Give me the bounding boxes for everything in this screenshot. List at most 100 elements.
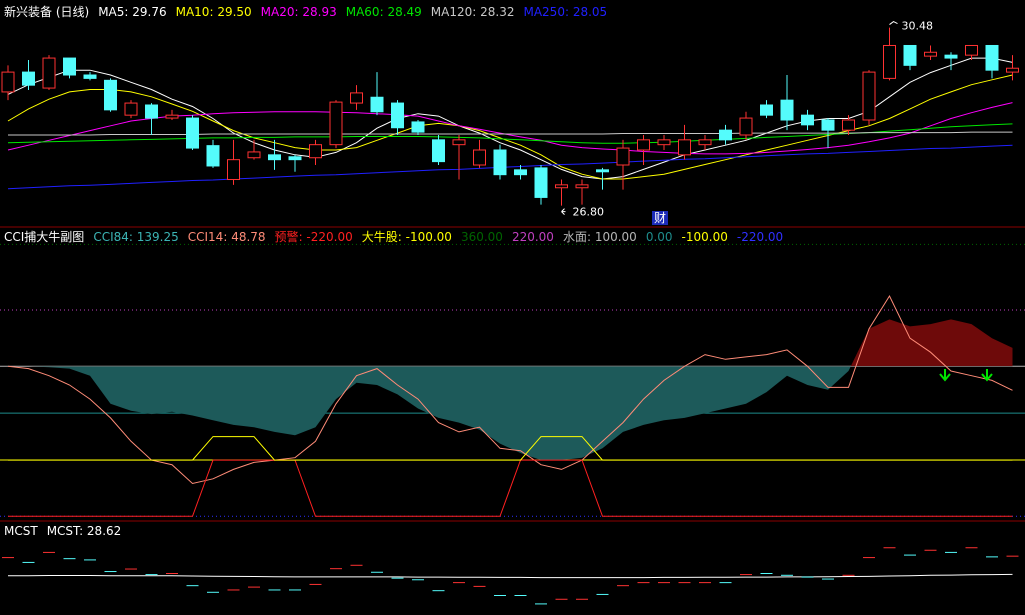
candle-body [124, 102, 138, 116]
legend-value: -220.00 [299, 230, 353, 244]
candle-body [575, 184, 589, 189]
legend-value: 100.00 [587, 230, 637, 244]
legend-name: 水面 [562, 230, 587, 244]
legend-item: 预警-220.00 [275, 229, 353, 245]
ma-line [7, 57, 1013, 180]
candle-body [452, 139, 466, 146]
candle-body [719, 129, 732, 141]
candle-body [1006, 67, 1019, 73]
legend-item: MA529.76 [98, 4, 166, 20]
candle-body [801, 114, 814, 126]
legend-value: 28.93 [295, 5, 337, 19]
candle-body [965, 44, 978, 56]
area-above [8, 319, 1013, 367]
candle-body [739, 117, 753, 136]
legend-name: MA250 [523, 5, 565, 19]
candle-body [391, 102, 404, 129]
legend-item: -220.00 [737, 229, 783, 245]
candle-body [760, 104, 773, 116]
candle-body [42, 57, 56, 89]
legend-value: 360.00 [460, 230, 503, 244]
candle-body [22, 71, 35, 86]
candle-body [227, 159, 240, 181]
signal-arrow [981, 369, 993, 382]
candle-body [821, 119, 835, 131]
candle-body [1, 71, 15, 93]
legend-name: MA120 [430, 5, 473, 19]
legend-item: MA2028.93 [261, 4, 337, 20]
legend: CCI捕大牛副图CCI84139.25CCI1448.78预警-220.00大牛… [4, 229, 783, 245]
candle-body [678, 139, 691, 156]
legend-value: 28.62 [79, 524, 121, 538]
ma-line [7, 144, 1013, 190]
legend-item: 220.00 [512, 229, 554, 245]
legend-name: MA20 [260, 5, 295, 19]
legend-title: 新兴装备 (日线) [4, 5, 90, 19]
candle-body [104, 79, 117, 111]
annotation-pointer [889, 20, 898, 25]
candle-body [186, 117, 199, 149]
legend-value: 220.00 [511, 230, 554, 244]
legend-name: 预警 [274, 230, 299, 244]
legend-name: MCST [46, 524, 80, 538]
candle-body [924, 51, 937, 57]
candle-body [534, 167, 548, 198]
legend-value: 139.25 [129, 230, 179, 244]
candle-body [63, 57, 76, 76]
legend: MCSTMCST28.62 [4, 523, 121, 539]
legend-value: 28.32 [472, 5, 514, 19]
candle-body [903, 44, 917, 66]
candle-body [555, 184, 568, 189]
legend-item: -100.00 [682, 229, 728, 245]
legend-value: 29.76 [124, 5, 166, 19]
series-line [8, 459, 1013, 517]
candle-body [247, 151, 261, 159]
candle-body [350, 92, 363, 104]
candle-body [411, 121, 425, 133]
legend-item: MCST28.62 [47, 523, 122, 539]
legend-value: 29.50 [209, 5, 251, 19]
series-line [8, 573, 1013, 579]
candle-body [616, 147, 630, 166]
legend-item: MA25028.05 [523, 4, 607, 20]
candle-body [985, 44, 999, 71]
legend-value: 0.00 [645, 230, 673, 244]
candle-body [780, 99, 794, 121]
candle-body [206, 145, 220, 167]
candle-body [944, 54, 958, 59]
legend: 新兴装备 (日线)MA529.76MA1029.50MA2028.93MA602… [4, 4, 607, 20]
candle-body [288, 156, 302, 161]
candle-body [165, 114, 179, 119]
legend-title: MCST [4, 524, 38, 538]
candle-body [514, 169, 527, 176]
candle-body [842, 119, 855, 131]
area-below [8, 366, 1013, 461]
plot-layer: 30.48 26.80 [0, 20, 1025, 605]
legend-value: 48.78 [223, 230, 265, 244]
annotation-pointer [561, 208, 566, 215]
legend-title: CCI捕大牛副图 [4, 230, 85, 244]
candle-body [83, 74, 97, 79]
candle-body [657, 139, 671, 146]
candle-body [596, 169, 609, 173]
legend-name: MA5 [98, 5, 125, 19]
candle-body [145, 104, 158, 119]
legend-item: CCI84139.25 [93, 229, 178, 245]
signal-arrow [939, 369, 951, 382]
candle-body [862, 71, 876, 121]
candle-body [432, 139, 445, 163]
legend-name: MA60 [345, 5, 380, 19]
candle-body [329, 101, 343, 146]
legend-item: MA6028.49 [346, 4, 422, 20]
legend-item: 360.00 [461, 229, 503, 245]
candle-body [883, 44, 896, 79]
ma-line [7, 123, 1013, 144]
candle-body [268, 154, 281, 161]
legend-item: MA12028.32 [431, 4, 515, 20]
candle-body [473, 149, 486, 166]
min-label: 26.80 [573, 206, 605, 219]
series-line [7, 294, 1013, 485]
legend-value: 28.05 [565, 5, 607, 19]
